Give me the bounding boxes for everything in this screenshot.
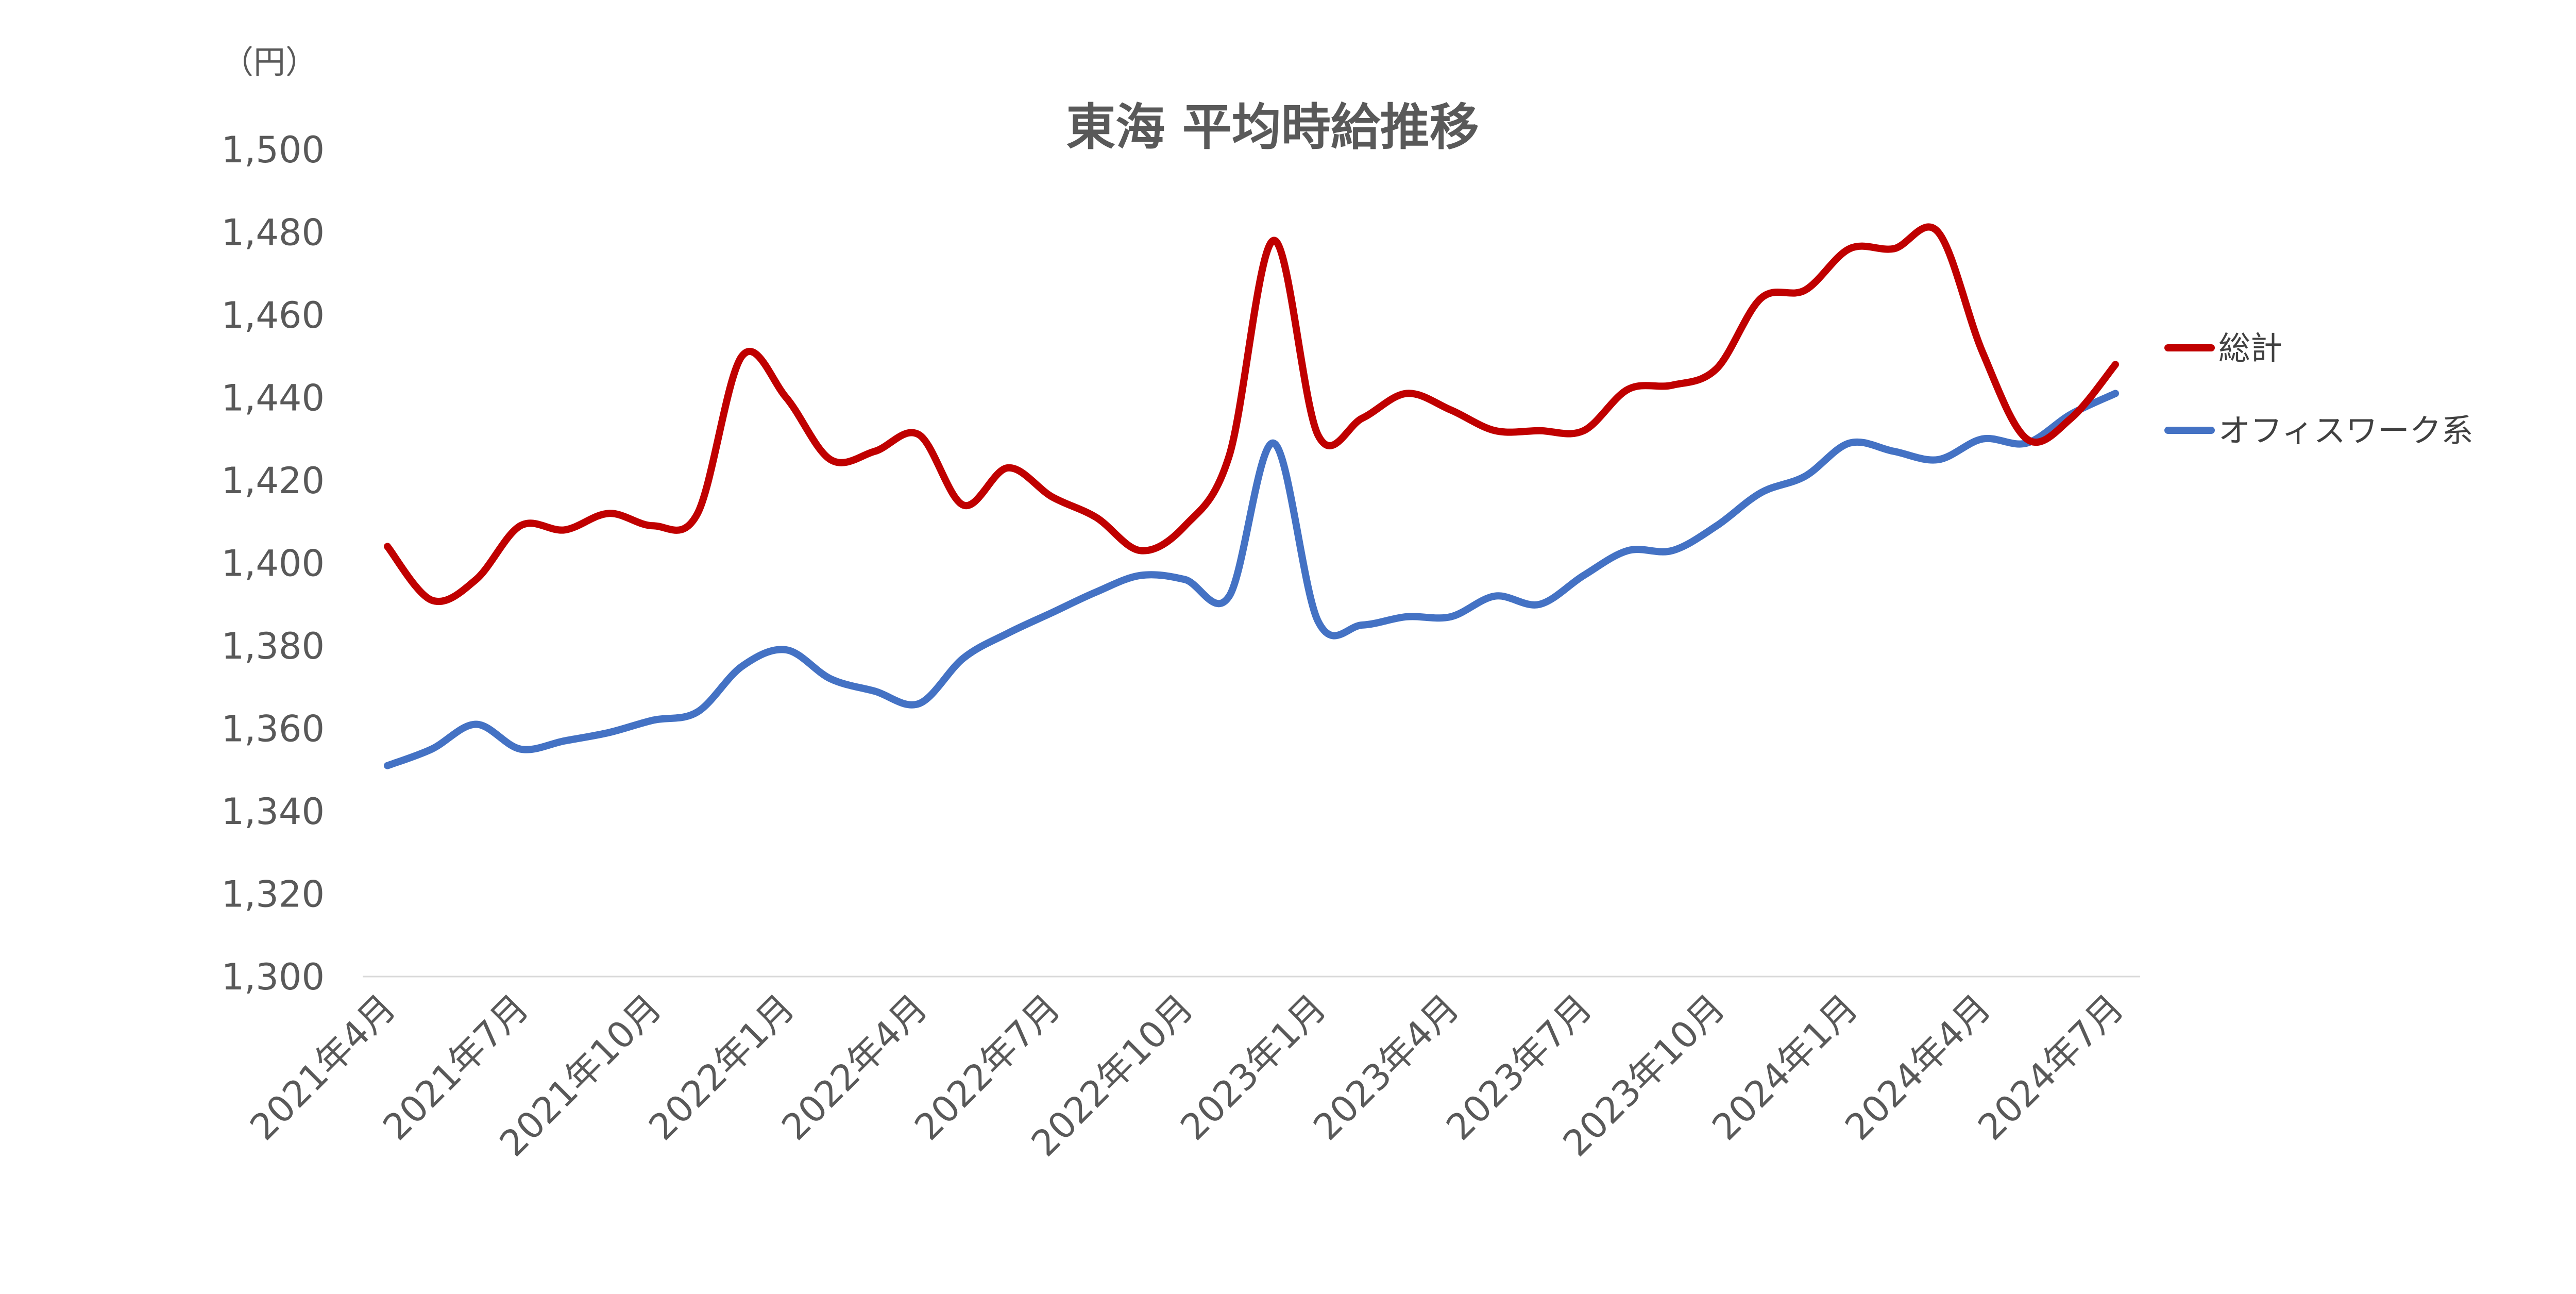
y-tick-label: 1,360	[222, 708, 325, 750]
y-tick-label: 1,300	[222, 956, 325, 998]
y-tick-label: 1,420	[222, 460, 325, 502]
y-tick-label: 1,380	[222, 625, 325, 667]
y-tick-label: 1,460	[222, 294, 325, 337]
y-axis-ticks: 1,300 1,320 1,340 1,360 1,380 1,400 1,420 1,440…	[222, 129, 325, 998]
y-tick-label: 1,500	[222, 129, 325, 171]
y-tick-label: 1,440	[222, 377, 325, 419]
chart-title: 東海 平均時給推移	[1066, 98, 1479, 156]
y-tick-label: 1,340	[222, 791, 325, 833]
x-tick-label: 2022年1月	[641, 986, 803, 1148]
y-tick-label: 1,480	[222, 212, 325, 254]
x-tick-label: 2023年1月	[1173, 986, 1334, 1148]
x-tick-label: 2022年4月	[774, 986, 936, 1148]
series-line-0	[384, 223, 2119, 606]
x-axis-ticks: 2021年4月2021年7月2021年10月2022年1月2022年4月2022…	[242, 986, 2132, 1165]
legend-label: 総計	[2218, 329, 2282, 367]
x-tick-label: 2023年4月	[1306, 986, 1467, 1148]
series-line-1	[384, 390, 2119, 769]
x-tick-label: 2021年4月	[242, 986, 404, 1148]
x-tick-label: 2024年1月	[1704, 986, 1866, 1148]
x-tick-label: 2024年7月	[1970, 986, 2132, 1148]
series-lines	[384, 223, 2119, 769]
y-tick-label: 1,400	[222, 543, 325, 585]
x-tick-label: 2024年4月	[1837, 986, 1999, 1148]
legend-label: オフィスワーク系	[2218, 412, 2473, 449]
y-axis-unit-label: （円）	[222, 43, 317, 81]
y-tick-label: 1,320	[222, 873, 325, 916]
